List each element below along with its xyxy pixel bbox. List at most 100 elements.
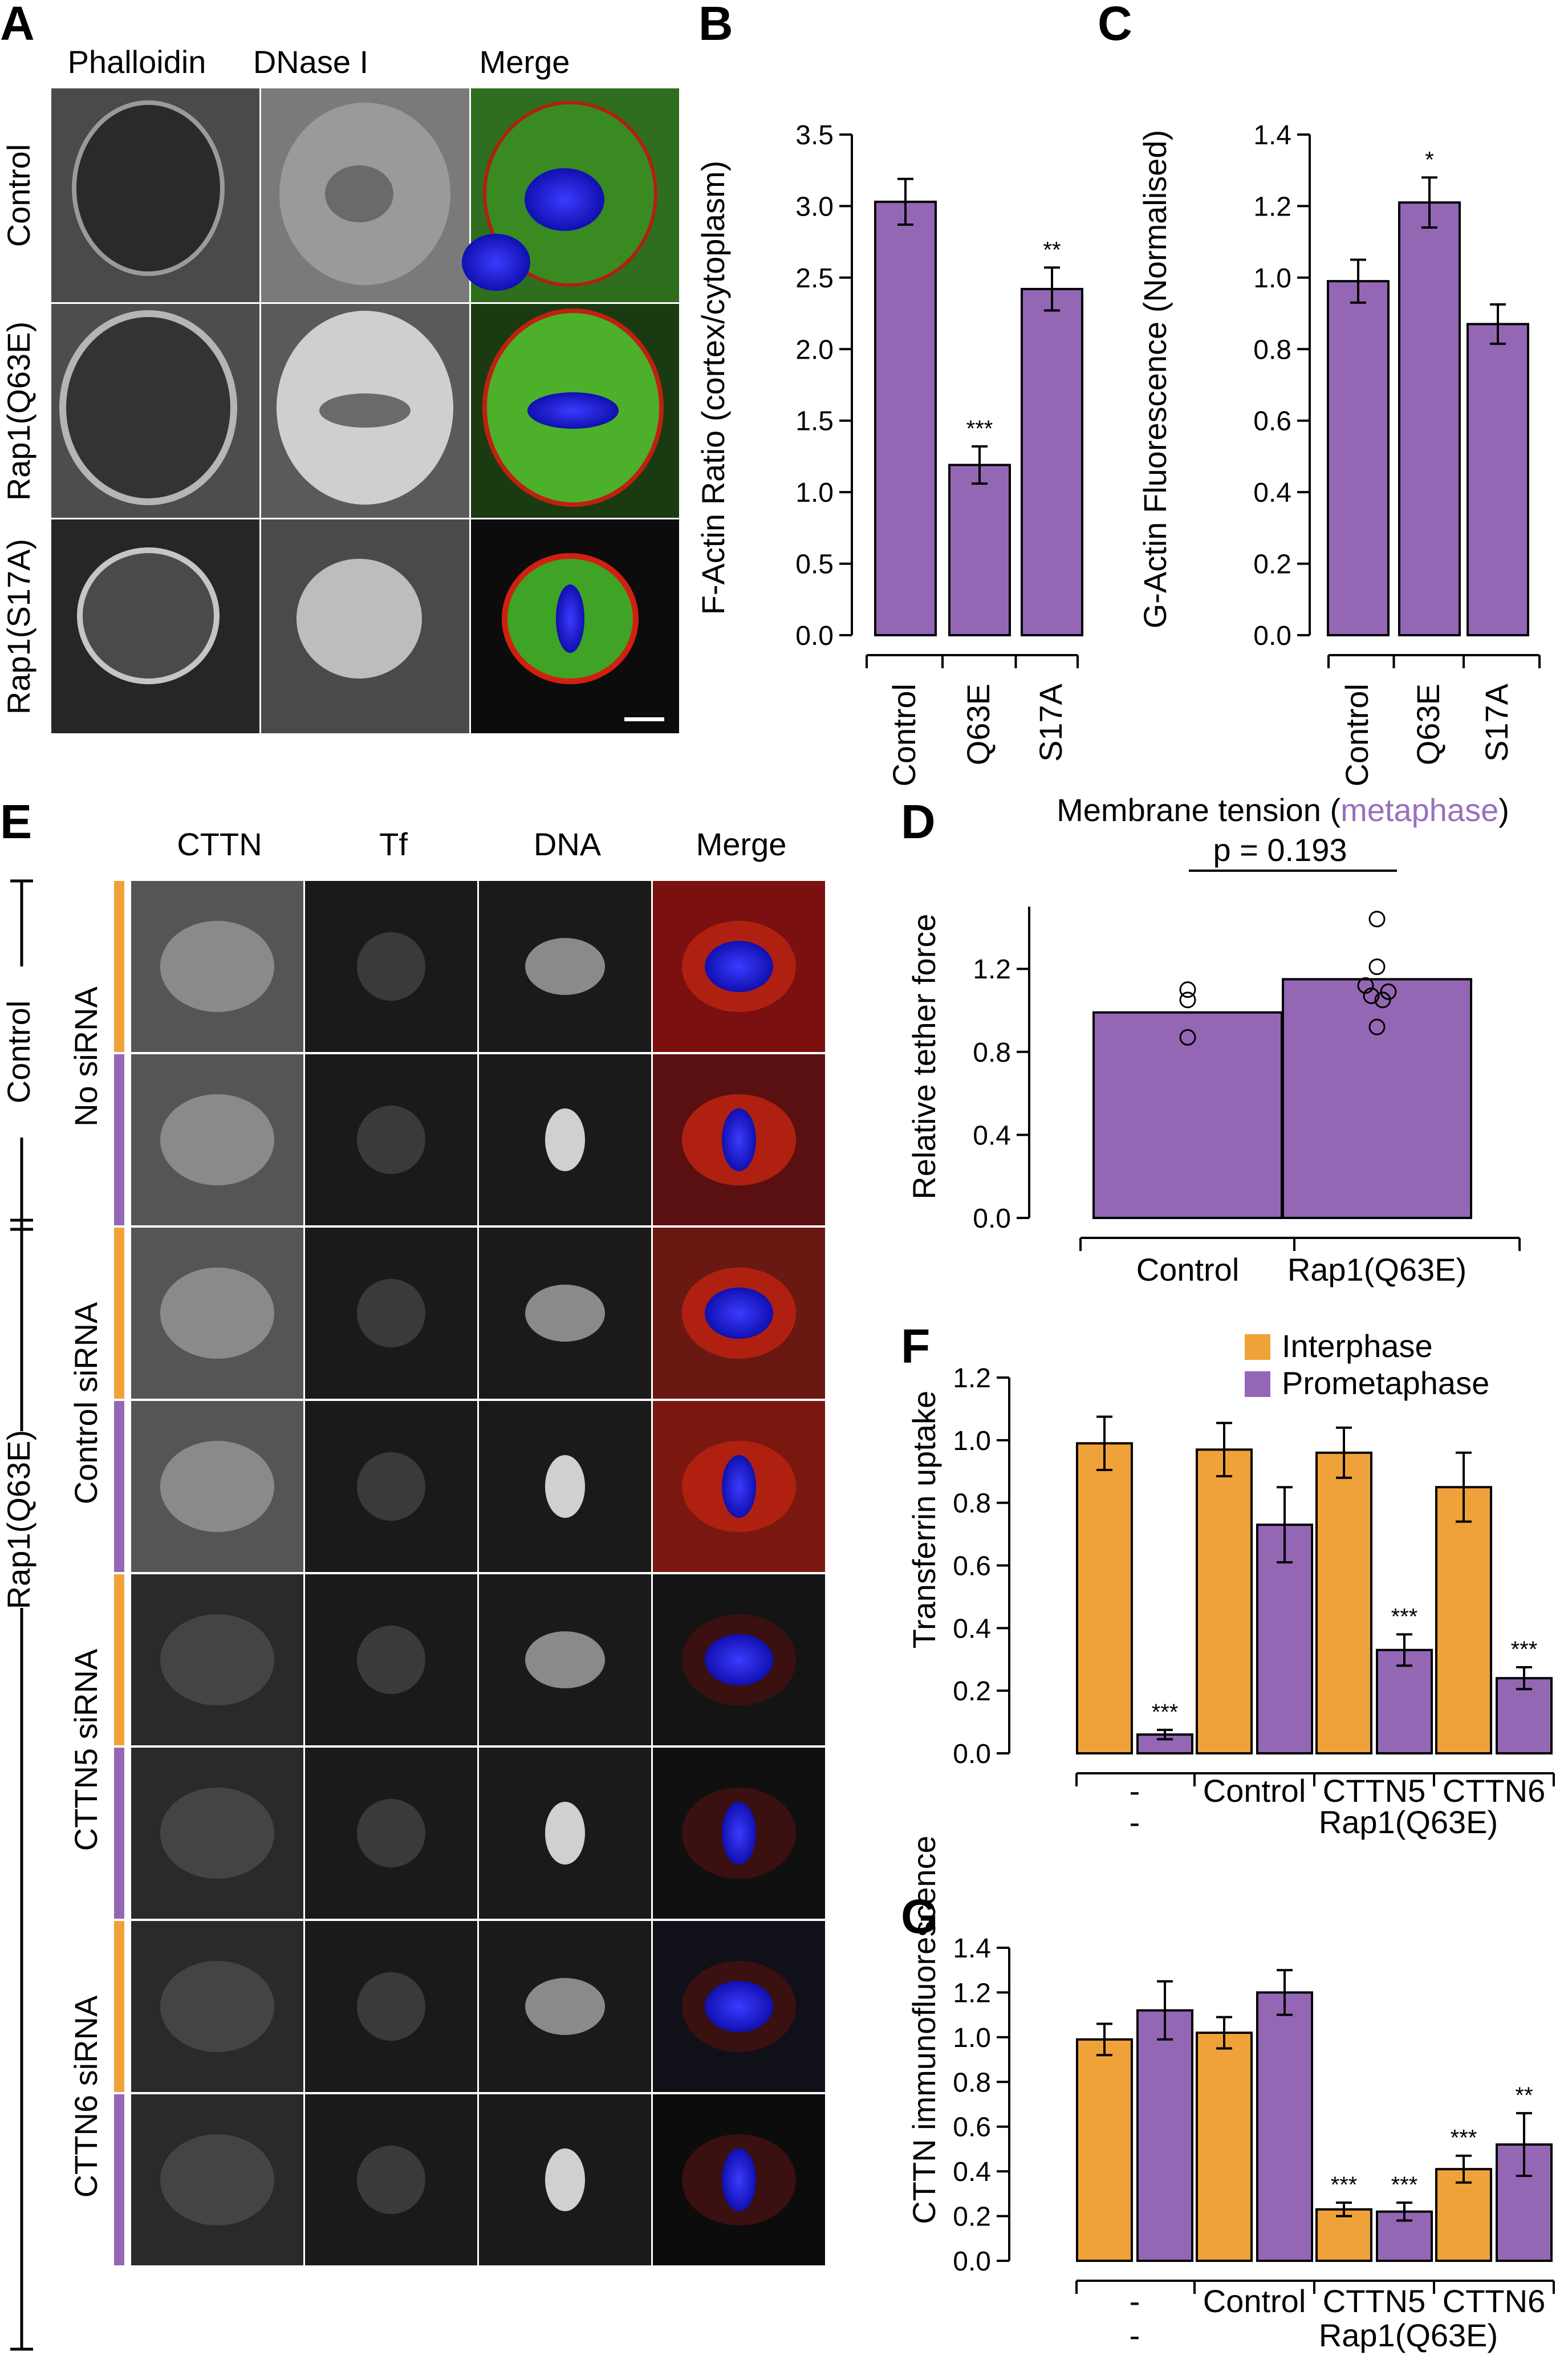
- tf-puncta: [357, 932, 425, 1001]
- col-label-dnase: DNase I: [253, 44, 368, 80]
- col-label-merge: Merge: [480, 44, 570, 80]
- legend-label-prometaphase: Prometaphase: [1282, 1365, 1489, 1401]
- scale-bar-e: [786, 2335, 820, 2339]
- significance-label: ***: [1331, 2172, 1358, 2198]
- merge-nucleus: [722, 1455, 756, 1518]
- panel-e: E CTTN Tf DNA Merge Control Rap1(Q63E) N…: [0, 795, 825, 2351]
- y-tick-label: 3.5: [795, 120, 834, 151]
- data-point: [1179, 981, 1196, 998]
- cell-body: [160, 1441, 274, 1532]
- y-tick-label: 0.0: [1253, 621, 1291, 651]
- x-group-label: -: [1130, 1773, 1140, 1809]
- col-label-phalloidin: Phalloidin: [68, 44, 206, 80]
- panel-a-letter: A: [0, 0, 35, 50]
- svg-text:F: F: [901, 1319, 930, 1373]
- bar-interphase: [1435, 1486, 1492, 1754]
- x-group-label: CTTN5: [1323, 2283, 1425, 2319]
- merge-nucleus: [722, 1802, 756, 1865]
- y-tick-label: 0.0: [953, 2247, 991, 2277]
- x-group-label: CTTN5: [1323, 1773, 1425, 1809]
- tf-puncta: [357, 1799, 425, 1867]
- phase-indicator-bar: [114, 1401, 124, 1572]
- chromosomes: [545, 1455, 585, 1518]
- merge-nucleus: [705, 1981, 773, 2032]
- x-category-label: Control: [886, 684, 922, 787]
- phase-indicator-bar: [114, 1054, 124, 1225]
- significance-label: ***: [1511, 1637, 1538, 1662]
- phase-indicator-bar: [114, 1228, 124, 1399]
- x-group-label-row2: -: [1130, 2317, 1140, 2353]
- data-point: [1368, 958, 1386, 976]
- y-tick-label: 1.0: [953, 1426, 991, 1456]
- bar-interphase: [1196, 1448, 1253, 1754]
- ylabel-b: F-Actin Ratio (cortex/cytoplasm): [695, 161, 731, 615]
- x-group-label: CTTN6: [1443, 2283, 1545, 2319]
- phase-indicator-bar: [114, 881, 124, 1052]
- data-point: [1380, 983, 1397, 1000]
- y-tick-label: 0.4: [973, 1120, 1011, 1151]
- data-point: [1363, 988, 1380, 1005]
- chromosomes: [545, 1108, 585, 1171]
- significance-label: ***: [1391, 2172, 1418, 2198]
- data-point: [1179, 1029, 1196, 1046]
- y-tick-label: 1.0: [795, 478, 834, 508]
- y-tick-label: 0.0: [795, 621, 834, 651]
- phase-indicator-bar: [114, 1748, 124, 1919]
- svg-text:D: D: [901, 795, 936, 848]
- legend-swatch-interphase: [1245, 1334, 1270, 1360]
- group-label-control: Control: [1, 1001, 36, 1104]
- y-tick-label: 0.8: [1253, 335, 1291, 365]
- merge-nucleus: [722, 1108, 756, 1171]
- row-label-control: Control: [1, 144, 36, 247]
- cell-body: [160, 1788, 274, 1879]
- panel-f: F Transferrin uptake Interphase Prometap…: [901, 1319, 1555, 1840]
- tf-puncta: [357, 2146, 425, 2214]
- title-d: Membrane tension (metaphase): [1057, 792, 1509, 828]
- scale-bar-a: [624, 717, 664, 721]
- panel-a: A Phalloidin DNase I Merge Control R: [0, 0, 679, 733]
- bar: [1467, 323, 1529, 636]
- y-tick-label: 0.2: [953, 1676, 991, 1707]
- nucleus: [525, 1631, 605, 1688]
- x-category-label: Rap1(Q63E): [1287, 1252, 1467, 1287]
- significance-label: **: [1043, 237, 1061, 262]
- y-tick-label: 1.2: [973, 954, 1011, 985]
- tf-puncta: [357, 1106, 425, 1174]
- y-tick-label: 2.5: [795, 263, 834, 294]
- significance-label: **: [1515, 2083, 1533, 2108]
- y-tick-label: 0.0: [953, 1739, 991, 1769]
- row-label-q63e: Rap1(Q63E): [1, 322, 36, 501]
- bar-interphase: [1196, 2032, 1253, 2263]
- cell-body: [160, 2134, 274, 2225]
- x-group-label-row2: Rap1(Q63E): [1319, 1804, 1498, 1840]
- bar: [1327, 280, 1390, 636]
- ylabel-d: Relative tether force: [906, 913, 942, 1199]
- phase-indicator-bar: [114, 2094, 124, 2265]
- col-label-cttn: CTTN: [177, 826, 262, 862]
- bar: [1092, 1011, 1283, 1219]
- data-point: [1179, 992, 1196, 1009]
- x-group-label: -: [1130, 2283, 1140, 2319]
- cell-body: [160, 1268, 274, 1359]
- y-tick-label: 0.8: [973, 1038, 1011, 1068]
- panel-g: G CTTN immunofluorescence 0.0 0.2 0.4 0.6 0.…: [901, 1835, 1555, 2353]
- svg-text:B: B: [698, 0, 733, 50]
- y-tick-label: 0.2: [1253, 550, 1291, 580]
- x-category-label: Control: [1339, 684, 1375, 787]
- significance-label: ***: [1391, 1604, 1418, 1629]
- nucleus: [525, 1978, 605, 2035]
- data-point: [1374, 992, 1391, 1009]
- col-label-merge-e: Merge: [696, 826, 787, 862]
- y-tick-label: 1.2: [953, 1978, 991, 2008]
- y-tick-label: 1.4: [1253, 120, 1291, 151]
- y-tick-label: 0.4: [953, 1614, 991, 1644]
- row-label-control-sirna: Control siRNA: [68, 1302, 104, 1504]
- chromosomes: [545, 2148, 585, 2211]
- bar-prometaphase: [1136, 2009, 1193, 2263]
- data-point: [1357, 977, 1374, 994]
- panel-e-letter: E: [0, 795, 32, 848]
- pvalue-d: p = 0.193: [1213, 832, 1347, 868]
- y-tick-label: 0.5: [795, 550, 834, 580]
- data-point: [1368, 911, 1386, 928]
- y-tick-label: 0.2: [953, 2202, 991, 2232]
